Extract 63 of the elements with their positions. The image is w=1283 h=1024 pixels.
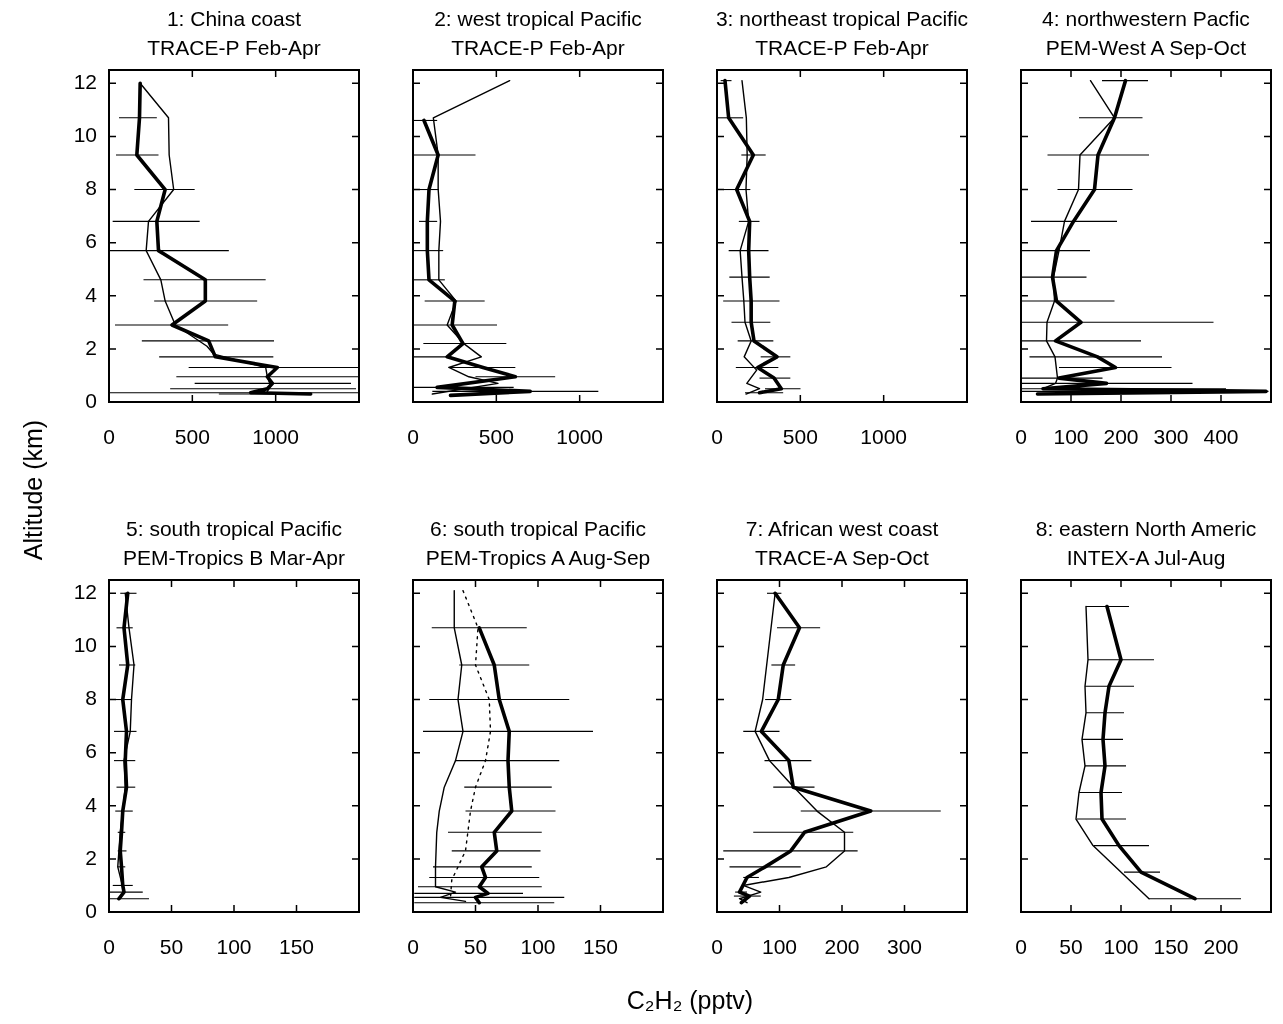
x-tick-label: 0 [103,425,115,449]
x-tick-label: 1000 [252,425,300,449]
y-tick-label: 2 [85,845,97,869]
x-tick-label: 500 [174,425,210,449]
y-tick-label: 10 [73,123,97,147]
chart-title: 1: China coast [165,6,303,32]
chart-subtitle: INTEX-A Jul-Aug [1065,545,1227,571]
x-tick-label: 150 [582,935,619,959]
x-tick-label: 0 [103,935,115,959]
chart-title: 5: south tropical Pacific [125,516,343,542]
x-tick-label: 50 [1059,935,1083,959]
x-tick-label: 200 [1103,425,1139,449]
y-axis-title: Altitude (km) [18,419,48,561]
x-tick-label: 300 [1153,425,1189,449]
chart-title: 6: south tropical Pacific [429,516,647,542]
chart-title: 7: African west coast [744,516,940,542]
x-tick-label: 1000 [860,425,908,449]
x-tick-label: 0 [1015,935,1027,959]
x-tick-label: 500 [478,425,514,449]
y-tick-label: 10 [73,633,97,657]
x-tick-label: 100 [1053,425,1089,449]
x-tick-label: 500 [782,425,818,449]
y-tick-label: 4 [85,792,98,816]
y-tick-label: 0 [85,898,97,922]
chart-title: 3: northeast tropical Pacific [714,6,970,32]
x-tick-label: 100 [216,935,252,959]
chart-subtitle: PEM-Tropics A Aug-Sep [424,545,652,571]
chart-title: 4: northwestern Pacfic [1042,7,1250,30]
chart-subtitle: TRACE-A Sep-Oct [754,545,930,571]
chart-title: 8: eastern North Americ [1034,516,1258,542]
y-tick-label: 2 [85,335,97,359]
x-tick-label: 400 [1203,425,1239,449]
y-tick-label: 6 [85,739,97,763]
y-tick-label: 0 [85,388,97,412]
y-tick-label: 12 [73,580,97,604]
x-tick-label: 100 [1103,935,1139,959]
x-tick-label: 0 [711,425,723,449]
y-tick-label: 6 [85,229,97,253]
x-axis-title: C₂H₂ (pptv) [626,985,754,1015]
x-tick-label: 0 [711,935,723,959]
x-tick-label: 200 [1203,935,1239,959]
chart-title: 2: west tropical Pacific [434,7,642,30]
x-tick-label: 300 [886,935,923,959]
x-tick-label: 1000 [556,425,604,449]
x-tick-label: 150 [278,935,315,959]
chart-subtitle: TRACE-P Feb-Apr [450,35,626,61]
chart-subtitle: PEM-Tropics B Mar-Apr [121,545,347,571]
x-tick-label: 200 [824,935,860,959]
x-tick-label: 100 [761,935,798,959]
chart-subtitle: PEM-West A Sep-Oct [1044,35,1248,61]
x-tick-label: 100 [520,935,556,959]
x-tick-label: 0 [407,425,419,449]
x-tick-label: 0 [1015,425,1027,449]
x-tick-label: 150 [1153,935,1189,959]
y-tick-label: 8 [85,686,97,710]
y-tick-label: 8 [85,176,97,200]
y-tick-label: 12 [73,70,97,94]
x-tick-label: 50 [463,935,488,959]
chart-subtitle: TRACE-P Feb-Apr [146,35,322,61]
x-tick-label: 50 [159,935,184,959]
chart-subtitle: TRACE-P Feb-Apr [754,35,930,61]
y-tick-label: 4 [85,282,98,306]
x-tick-label: 0 [407,935,419,959]
